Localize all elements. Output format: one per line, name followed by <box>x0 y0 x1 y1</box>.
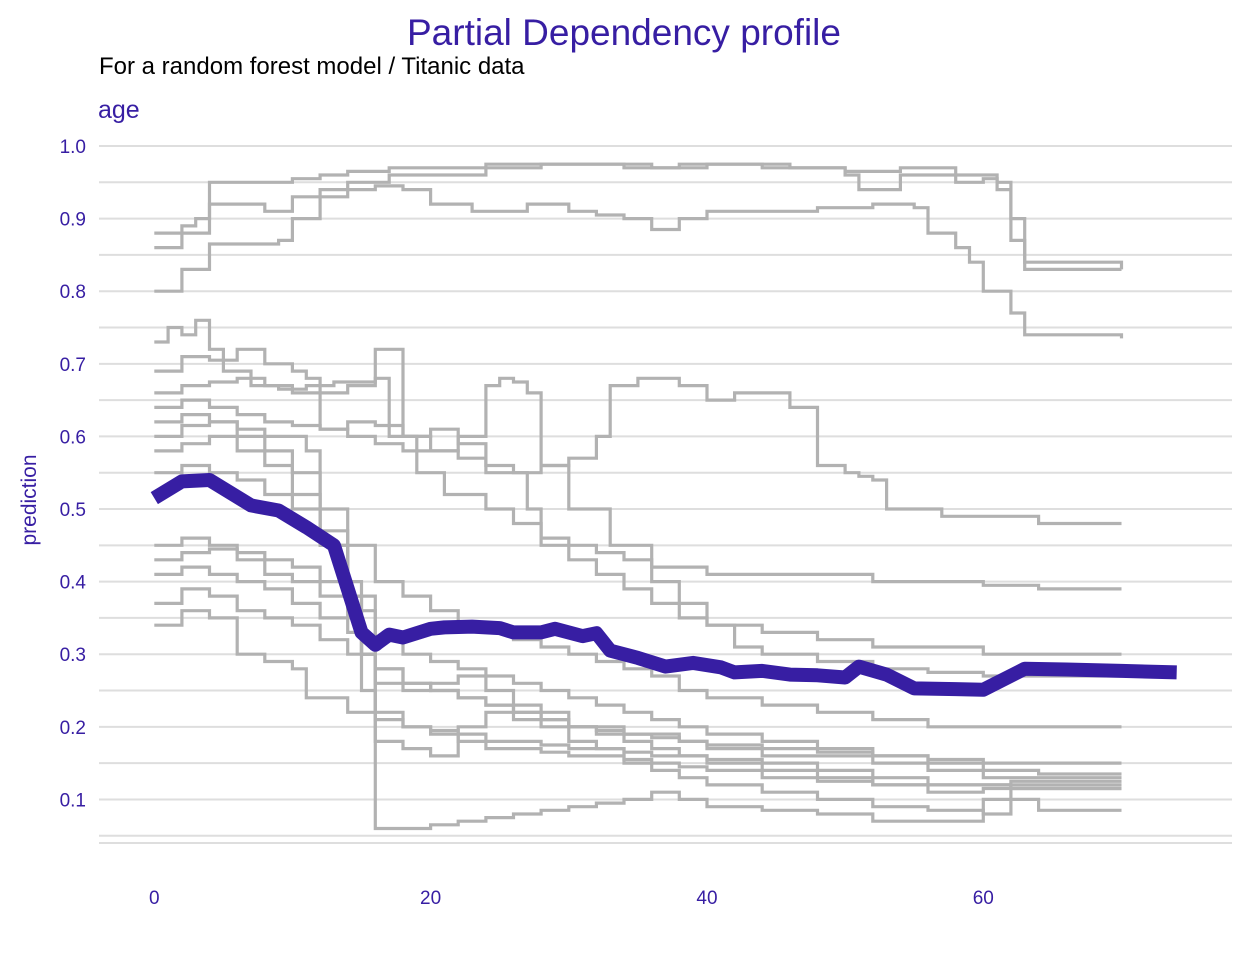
facet-label: age <box>98 96 140 124</box>
y-tick-label: 0.8 <box>60 282 86 303</box>
profile-line <box>154 434 1122 816</box>
y-tick-label: 0.4 <box>60 573 87 594</box>
y-tick-label: 0.5 <box>60 500 86 521</box>
chart-title: Partial Dependency profile <box>407 12 841 53</box>
profile-line <box>154 536 1122 831</box>
profile-line <box>154 162 1124 270</box>
profile-line <box>154 413 1122 729</box>
aggregate-profile-line <box>150 473 1177 697</box>
y-axis-tick-labels: 0.1 0.2 0.3 0.4 0.5 0.6 0.7 0.8 0.9 1.0 <box>60 137 87 811</box>
profile-line <box>154 347 1122 656</box>
x-tick-label: 0 <box>149 888 160 909</box>
x-axis-tick-labels: 0 20 40 60 <box>149 888 994 909</box>
profile-line <box>154 318 1122 591</box>
profile-line <box>154 587 1122 780</box>
series-lines <box>150 162 1177 831</box>
profile-line <box>154 162 1122 271</box>
y-tick-label: 0.1 <box>60 790 86 811</box>
y-tick-label: 0.3 <box>60 645 86 666</box>
y-tick-label: 0.9 <box>60 210 86 231</box>
profile-line <box>154 565 1122 794</box>
chart-subtitle: For a random forest model / Titanic data <box>99 53 525 80</box>
y-axis-title: prediction <box>18 454 41 545</box>
x-tick-label: 40 <box>696 888 717 909</box>
y-tick-label: 0.2 <box>60 718 86 739</box>
x-tick-label: 60 <box>973 888 994 909</box>
profile-line <box>154 347 1122 526</box>
profile-line <box>154 463 1122 776</box>
y-tick-label: 1.0 <box>60 137 86 158</box>
profile-line <box>154 609 1122 791</box>
profile-line <box>154 376 1122 678</box>
profile-line <box>154 184 1124 339</box>
y-tick-label: 0.6 <box>60 427 86 448</box>
y-tick-label: 0.7 <box>60 355 86 376</box>
x-tick-label: 20 <box>420 888 441 909</box>
profile-line <box>154 547 1122 787</box>
